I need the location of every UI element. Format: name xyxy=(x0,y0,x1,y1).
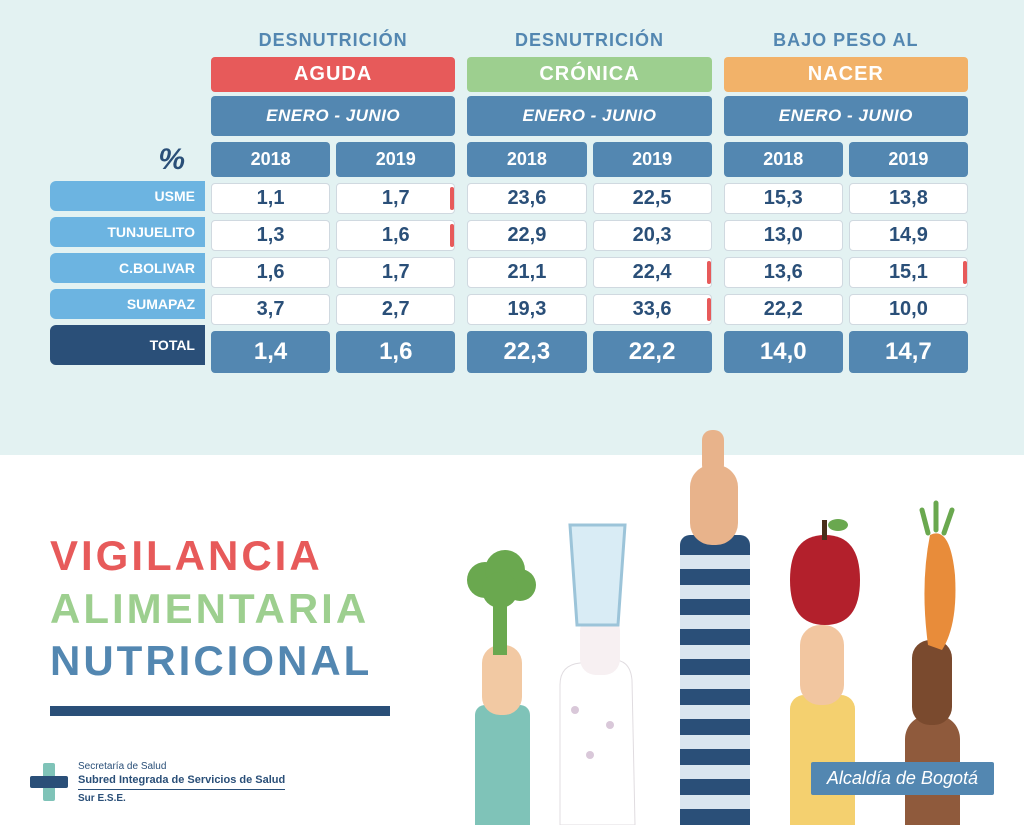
logo-text: Secretaría de Salud Subred Integrada de … xyxy=(78,760,285,805)
data-row: 13,615,1 xyxy=(724,257,968,288)
data-cell: 2,7 xyxy=(336,294,455,325)
period-bar: ENERO - JUNIO xyxy=(211,96,455,136)
column-group: DESNUTRICIÓN CRÓNICA ENERO - JUNIO 20182019… xyxy=(467,30,711,373)
data-row: 22,210,0 xyxy=(724,294,968,325)
row-label-total: TOTAL xyxy=(50,325,205,365)
data-cell: 22,4 xyxy=(593,257,712,288)
data-row: 23,622,5 xyxy=(467,183,711,214)
data-cell: 1,6 xyxy=(336,220,455,251)
group-sup-title: DESNUTRICIÓN xyxy=(467,30,711,51)
data-row: 1,61,7 xyxy=(211,257,455,288)
data-cell: 13,0 xyxy=(724,220,843,251)
logo-line3: Sur E.S.E. xyxy=(78,789,285,805)
group-sub-bar: NACER xyxy=(724,57,968,92)
groups-slot: DESNUTRICIÓNAGUDAENERO - JUNIO201820191,… xyxy=(205,30,974,373)
data-cell: 13,6 xyxy=(724,257,843,288)
title-block: VIGILANCIAALIMENTARIANUTRICIONAL xyxy=(50,530,390,716)
data-row: 22,920,3 xyxy=(467,220,711,251)
data-cell: 1,6 xyxy=(211,257,330,288)
total-cell: 14,0 xyxy=(724,331,843,373)
data-cell: 19,3 xyxy=(467,294,586,325)
year-cell: 2019 xyxy=(336,142,455,177)
data-cell: 22,2 xyxy=(724,294,843,325)
table-wrap: % USME TUNJUELITO C.BOLIVAR SUMAPAZ TOTAL DE… xyxy=(50,30,974,373)
logo-line1: Secretaría de Salud xyxy=(78,760,285,773)
data-row: 13,014,9 xyxy=(724,220,968,251)
alcaldia-badge: Alcaldía de Bogotá xyxy=(811,762,994,795)
data-cell: 1,1 xyxy=(211,183,330,214)
column-group: BAJO PESO ALNACERENERO - JUNIO2018201915… xyxy=(724,30,968,373)
title-line: ALIMENTARIA xyxy=(50,583,390,636)
data-cell: 1,3 xyxy=(211,220,330,251)
data-cell: 22,5 xyxy=(593,183,712,214)
total-cell: 1,6 xyxy=(336,331,455,373)
data-cell: 1,7 xyxy=(336,183,455,214)
data-row: 19,333,6 xyxy=(467,294,711,325)
total-row: 1,41,6 xyxy=(211,331,455,373)
data-row: 1,11,7 xyxy=(211,183,455,214)
row-label: C.BOLIVAR xyxy=(50,253,205,283)
period-bar: ENERO - JUNIO xyxy=(467,96,711,136)
row-label: TUNJUELITO xyxy=(50,217,205,247)
title-underline xyxy=(50,706,390,716)
column-group: DESNUTRICIÓNAGUDAENERO - JUNIO201820191,… xyxy=(211,30,455,373)
data-row: 3,72,7 xyxy=(211,294,455,325)
data-row: 1,31,6 xyxy=(211,220,455,251)
year-cell: 2018 xyxy=(211,142,330,177)
row-label: USME xyxy=(50,181,205,211)
row-labels-column: % USME TUNJUELITO C.BOLIVAR SUMAPAZ TOTAL xyxy=(50,30,205,371)
period-bar: ENERO - JUNIO xyxy=(724,96,968,136)
group-sub-bar: AGUDA xyxy=(211,57,455,92)
total-row: 14,014,7 xyxy=(724,331,968,373)
data-cell: 21,1 xyxy=(467,257,586,288)
data-cell: 15,1 xyxy=(849,257,968,288)
data-cell: 15,3 xyxy=(724,183,843,214)
total-cell: 22,2 xyxy=(593,331,712,373)
total-row: 22,322,2 xyxy=(467,331,711,373)
data-cell: 33,6 xyxy=(593,294,712,325)
data-row: 15,313,8 xyxy=(724,183,968,214)
total-cell: 22,3 xyxy=(467,331,586,373)
bottom-section: VIGILANCIAALIMENTARIANUTRICIONAL xyxy=(0,455,1024,825)
data-cell: 14,9 xyxy=(849,220,968,251)
year-cell: 2019 xyxy=(593,142,712,177)
data-cell: 20,3 xyxy=(593,220,712,251)
logo-line2: Subred Integrada de Servicios de Salud xyxy=(78,773,285,787)
logo-cross-icon xyxy=(30,763,68,801)
data-cell: 1,7 xyxy=(336,257,455,288)
title-line: VIGILANCIA xyxy=(50,530,390,583)
year-row: 20182019 xyxy=(211,142,455,177)
data-cell: 3,7 xyxy=(211,294,330,325)
data-cell: 10,0 xyxy=(849,294,968,325)
data-cell: 13,8 xyxy=(849,183,968,214)
year-row: 20182019 xyxy=(724,142,968,177)
year-row: 20182019 xyxy=(467,142,711,177)
data-table-section: % USME TUNJUELITO C.BOLIVAR SUMAPAZ TOTAL DE… xyxy=(0,0,1024,455)
year-cell: 2019 xyxy=(849,142,968,177)
percent-symbol: % xyxy=(50,143,205,177)
total-cell: 14,7 xyxy=(849,331,968,373)
title-line: NUTRICIONAL xyxy=(50,635,390,688)
data-cell: 22,9 xyxy=(467,220,586,251)
logo-block: Secretaría de Salud Subred Integrada de … xyxy=(30,760,285,805)
total-cell: 1,4 xyxy=(211,331,330,373)
group-sup-title: DESNUTRICIÓN xyxy=(211,30,455,51)
group-sub-bar: CRÓNICA xyxy=(467,57,711,92)
year-cell: 2018 xyxy=(467,142,586,177)
group-sup-title: BAJO PESO AL xyxy=(724,30,968,51)
data-row: 21,122,4 xyxy=(467,257,711,288)
year-cell: 2018 xyxy=(724,142,843,177)
row-label: SUMAPAZ xyxy=(50,289,205,319)
data-cell: 23,6 xyxy=(467,183,586,214)
